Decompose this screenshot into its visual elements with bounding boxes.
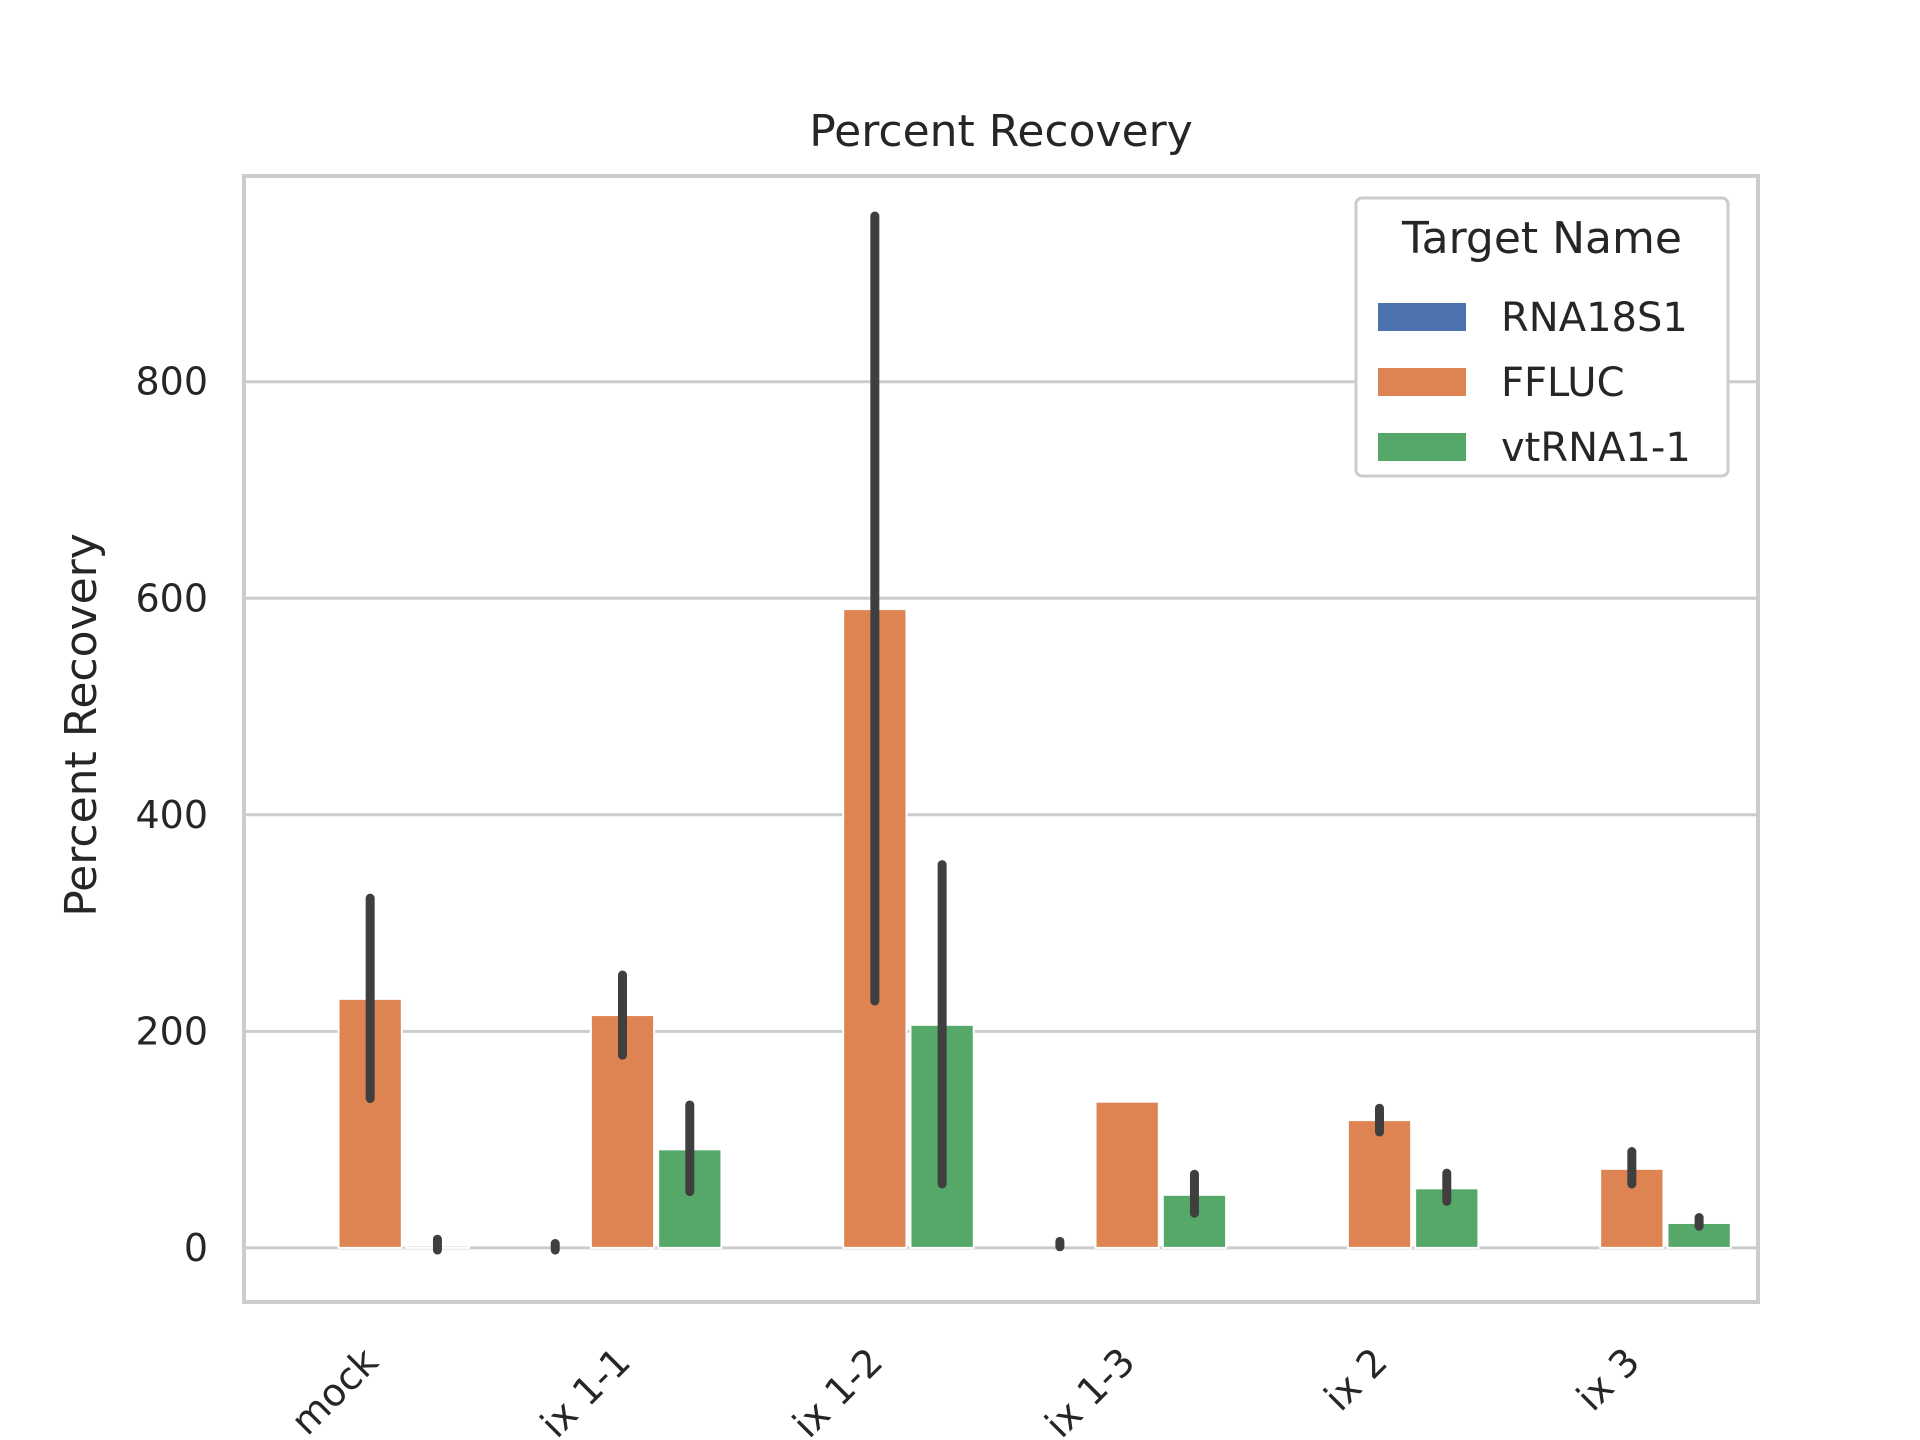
bar-ffluc [1346,1119,1413,1249]
x-tick-label: ix 1-3 [1037,1339,1144,1440]
bars [337,608,1732,1249]
legend-items: RNA18S1 FFLUC vtRNA1-1 [1378,295,1691,471]
y-tick-label: 400 [135,793,208,837]
x-tick-label: ix 3 [1568,1339,1648,1419]
y-tick-label: 600 [135,576,208,620]
x-tick-label: ix 2 [1316,1339,1396,1419]
bar-ffluc [1094,1100,1160,1249]
x-tick-label: mock [282,1339,386,1440]
legend: Target Name RNA18S1 FFLUC vtRNA1-1 [1354,196,1730,478]
grid-lines [244,380,1758,1250]
plot-frame [242,174,1760,1304]
x-tick-labels: mock ix 1-1 ix 1-2 ix 1-3 ix 2 ix 3 [282,1339,1648,1440]
legend-swatch [1378,303,1466,331]
y-axis-label: Percent Recovery [56,533,107,917]
legend-label: RNA18S1 [1501,295,1688,341]
y-tick-labels: 0 200 400 600 800 [135,360,208,1270]
legend-title: Target Name [1401,213,1682,264]
y-tick-label: 0 [184,1226,208,1270]
chart-title: Percent Recovery [809,106,1193,157]
y-tick-label: 800 [135,360,208,404]
legend-swatch [1378,433,1466,461]
legend-label: FFLUC [1501,360,1625,406]
legend-box [1354,196,1730,478]
y-tick-label: 200 [135,1009,208,1053]
error-bars [365,211,1704,1255]
x-tick-label: ix 1-1 [532,1339,639,1440]
x-tick-label: ix 1-2 [784,1339,891,1440]
legend-swatch [1378,368,1466,396]
legend-label: vtRNA1-1 [1501,425,1691,471]
bar-ffluc [589,1014,656,1249]
